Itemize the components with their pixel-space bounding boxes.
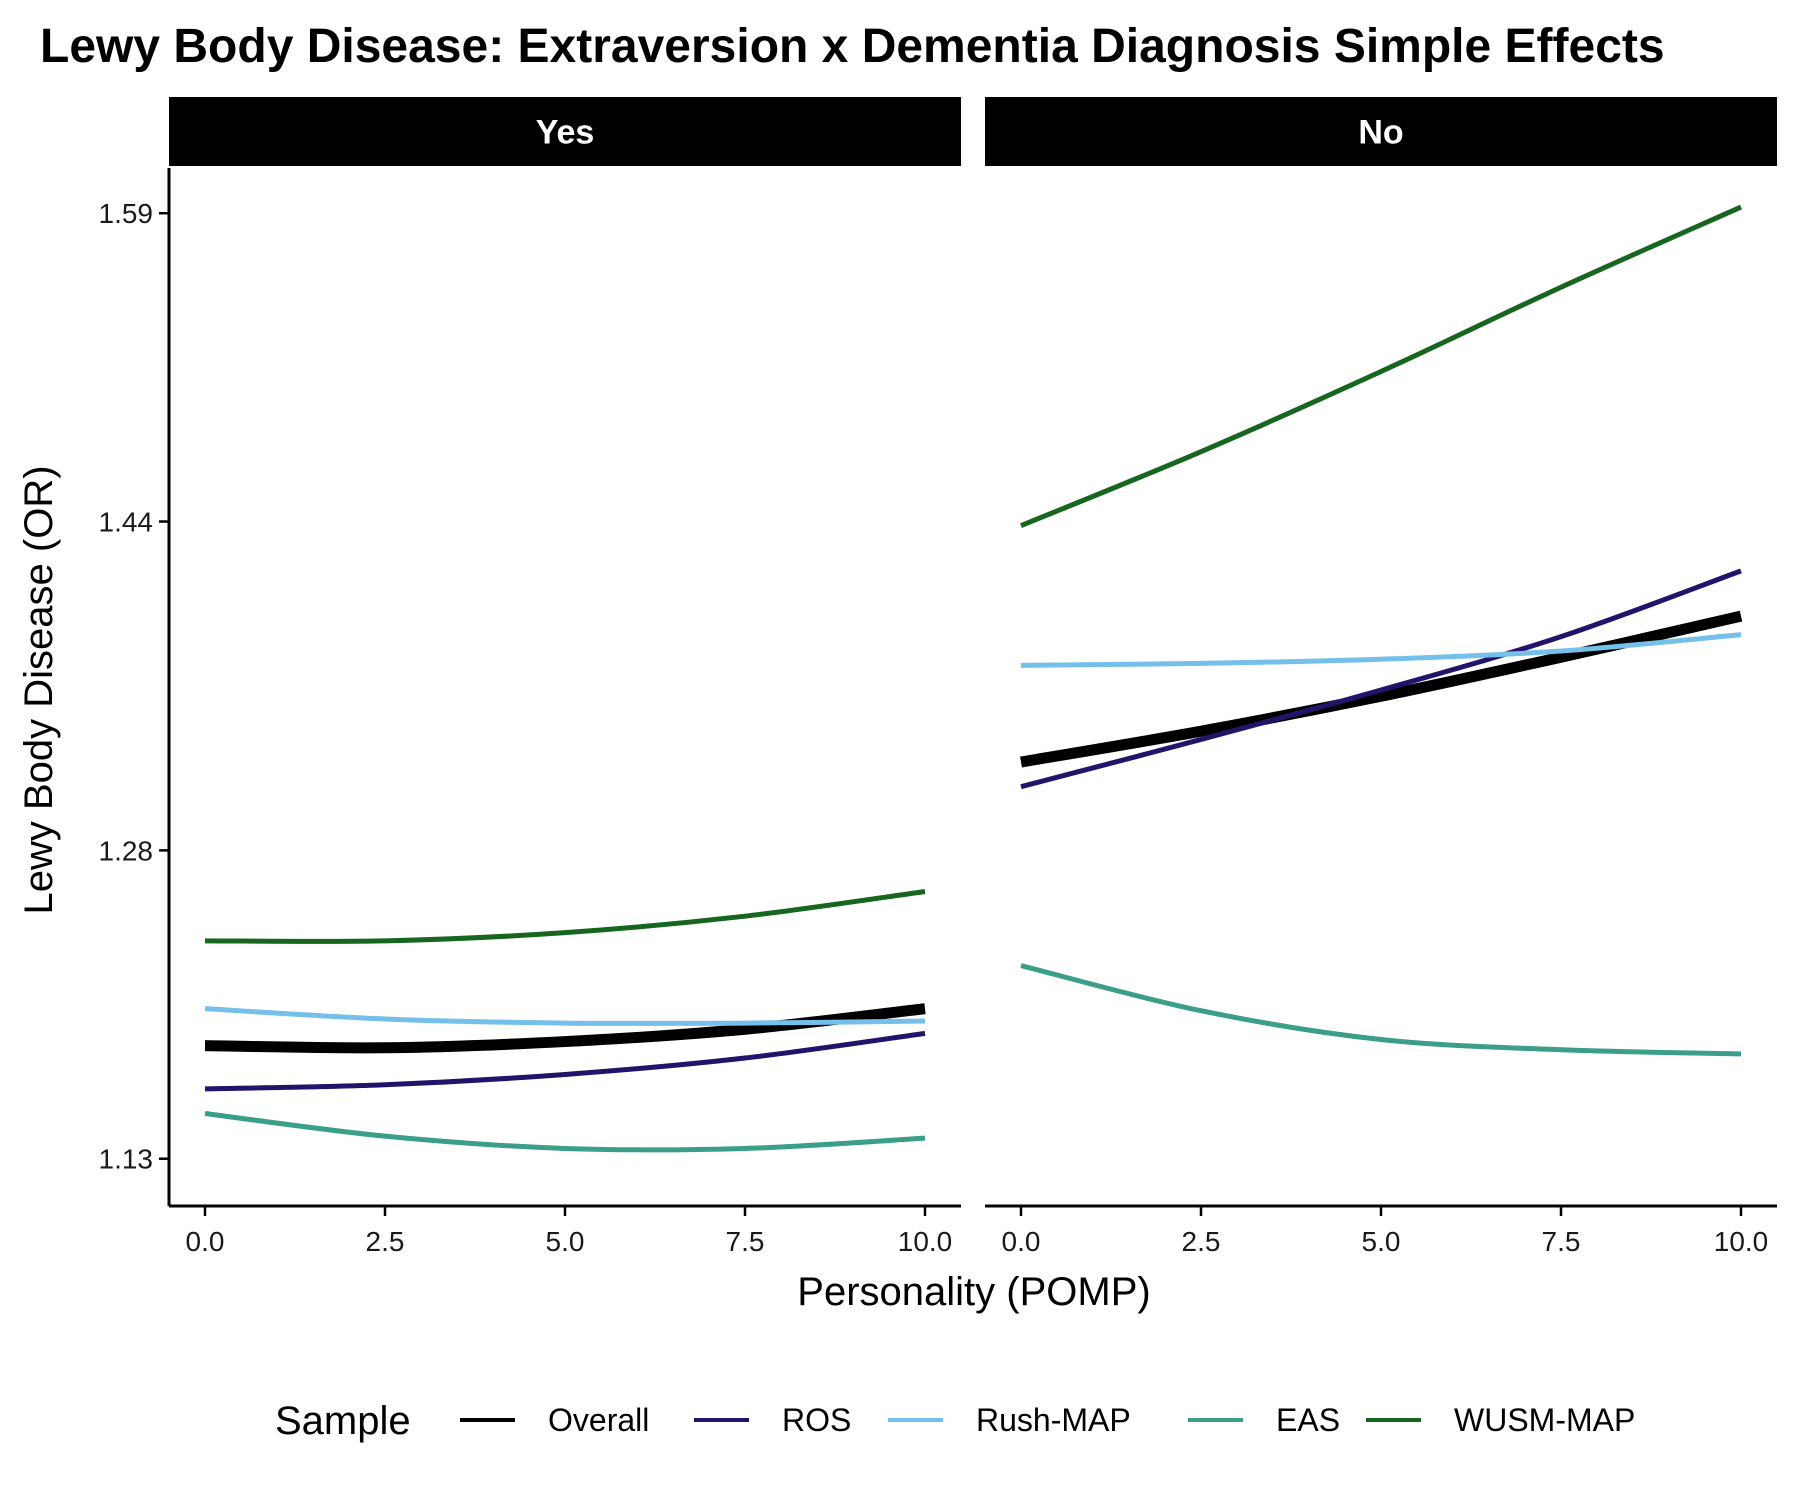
x-tick-label: 5.0	[546, 1226, 585, 1257]
x-axis-title: Personality (POMP)	[797, 1270, 1150, 1314]
facet-strip	[169, 97, 961, 166]
panel-no: No 0.0 2.5 5.0 7.5 10.0	[985, 97, 1777, 1257]
panel-yes: Yes 0.0 2.5 5.0 7.5 10.0	[169, 97, 961, 1257]
x-tick-label: 2.5	[366, 1226, 405, 1257]
chart-title: Lewy Body Disease: Extraversion x Dement…	[40, 20, 1665, 73]
x-tick-label: 0.0	[1002, 1226, 1041, 1257]
y-tick-label: 1.44	[99, 507, 154, 538]
y-axis-title: Lewy Body Disease (OR)	[17, 465, 61, 914]
legend-item-wusm-map: WUSM-MAP	[1366, 1402, 1635, 1438]
facet-label: Yes	[536, 114, 595, 152]
y-tick-label: 1.59	[99, 198, 154, 229]
x-tick-label: 5.0	[1362, 1226, 1401, 1257]
series-line-rush-map	[204, 1006, 926, 1026]
series-line-wusm-map	[204, 889, 926, 944]
facet-strip	[985, 97, 1777, 166]
legend-item-overall: Overall	[460, 1402, 649, 1438]
series-line-overall	[1020, 610, 1743, 768]
x-tick-label: 0.0	[186, 1226, 225, 1257]
panels: Yes 0.0 2.5 5.0 7.5 10.0 No 0.0 2.5 5.0 7.5 10.0 1.1…	[99, 97, 1777, 1257]
x-tick-label: 10.0	[1714, 1226, 1769, 1257]
legend-label: EAS	[1276, 1402, 1340, 1438]
legend: Sample Overall ROS Rush-MAP EAS WUSM-MAP	[275, 1399, 1635, 1443]
series-line-wusm-map	[1020, 204, 1743, 528]
series-line-ros	[1020, 568, 1742, 790]
y-axis: 1.13 1.28 1.44 1.59	[99, 168, 171, 1206]
x-tick-label: 7.5	[1542, 1226, 1581, 1257]
legend-item-ros: ROS	[694, 1402, 851, 1438]
x-tick-label: 2.5	[1182, 1226, 1221, 1257]
x-tick-label: 10.0	[898, 1226, 953, 1257]
legend-title: Sample	[275, 1399, 411, 1443]
y-tick-label: 1.13	[99, 1144, 154, 1175]
legend-label: Overall	[548, 1402, 649, 1438]
legend-item-eas: EAS	[1188, 1402, 1340, 1438]
series-line-rush-map	[1020, 632, 1742, 668]
x-tick-label: 7.5	[726, 1226, 765, 1257]
series-line-eas	[204, 1111, 926, 1153]
legend-label: Rush-MAP	[976, 1402, 1131, 1438]
legend-item-rush-map: Rush-MAP	[888, 1402, 1131, 1438]
series-line-eas	[1020, 963, 1742, 1057]
legend-label: ROS	[782, 1402, 851, 1438]
series-line-ros	[204, 1030, 926, 1092]
y-tick-label: 1.28	[99, 835, 154, 866]
facet-label: No	[1358, 114, 1403, 152]
legend-label: WUSM-MAP	[1454, 1402, 1635, 1438]
